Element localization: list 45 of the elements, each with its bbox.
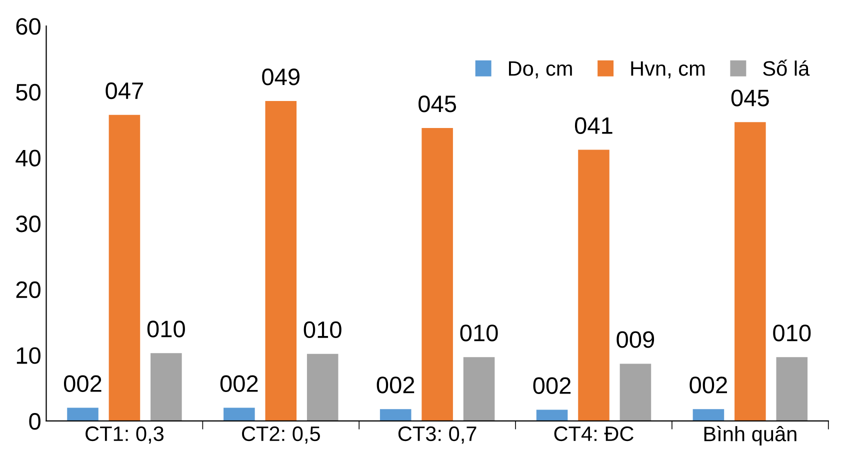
bar — [380, 409, 412, 421]
bar — [578, 150, 610, 421]
bar — [463, 357, 495, 421]
data-label: 047 — [106, 82, 143, 100]
bar — [536, 410, 568, 421]
y-tick-label: 0 — [29, 413, 40, 430]
data-label: 009 — [616, 331, 654, 348]
bar — [306, 354, 338, 421]
data-label: 045 — [731, 90, 769, 106]
bar — [734, 122, 766, 421]
y-tick-label: 50 — [16, 84, 40, 101]
bar — [692, 409, 724, 421]
x-tick-label: CT1: 0,3 — [86, 426, 164, 444]
data-label: 010 — [147, 320, 185, 338]
legend-label: Số lá — [763, 60, 810, 76]
data-label: 041 — [574, 117, 612, 134]
x-tick-label: Bình quân — [704, 426, 796, 446]
legend-label: Do, cm — [508, 61, 572, 78]
data-label: 002 — [64, 375, 102, 392]
y-tick-label: 60 — [16, 18, 40, 35]
data-label: 002 — [690, 376, 727, 394]
y-tick-label: 30 — [16, 216, 40, 232]
bar — [150, 353, 182, 421]
x-tick-label: CT2: 0,5 — [242, 426, 320, 444]
bar — [620, 364, 652, 421]
bar — [422, 128, 453, 421]
data-label: 010 — [773, 324, 811, 342]
x-tick-label: CT3: 0,7 — [398, 426, 476, 444]
data-label: 010 — [304, 321, 342, 338]
y-tick-label: 20 — [16, 281, 40, 298]
data-label: 045 — [418, 96, 456, 112]
data-label: 002 — [220, 375, 258, 392]
data-label: 049 — [262, 68, 300, 86]
data-label: 002 — [533, 377, 571, 394]
bar — [67, 408, 98, 421]
data-label: 010 — [460, 324, 498, 342]
bar — [224, 408, 255, 421]
data-label: 002 — [376, 376, 414, 394]
x-tick-label: CT4: ĐC — [554, 426, 634, 442]
y-tick-label: 40 — [16, 150, 40, 166]
bar — [108, 114, 140, 421]
legend-label: Hvn, cm — [631, 61, 705, 78]
y-tick-label: 10 — [16, 347, 40, 364]
bar — [776, 357, 808, 421]
bar — [265, 101, 297, 421]
